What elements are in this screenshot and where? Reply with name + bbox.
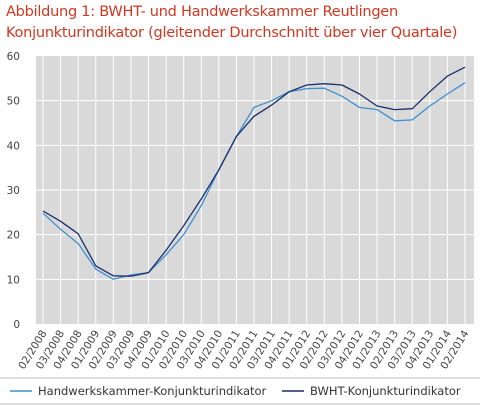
- y-tick-label: 40: [7, 140, 20, 152]
- series-line-2: [42, 66, 466, 277]
- y-tick-label: 30: [7, 185, 20, 197]
- y-tick-label: 60: [7, 51, 20, 63]
- x-axis-ticks: 02/200803/200804/200801/200902/200903/20…: [16, 328, 471, 372]
- chart-title-line-2: Konjunkturindikator (gleitender Durchsch…: [6, 25, 458, 41]
- chart-title-line-1: Abbildung 1: BWHT- und Handwerkskammer R…: [6, 4, 398, 20]
- legend: Handwerkskammer-Konjunkturindikator BWHT-…: [10, 384, 461, 398]
- y-tick-label: 50: [7, 96, 20, 108]
- series-lines: [42, 66, 466, 280]
- chart-title: Abbildung 1: BWHT- und Handwerkskammer R…: [6, 2, 476, 44]
- legend-label: BWHT-Konjunkturindikator: [310, 384, 461, 398]
- series-line-1: [42, 82, 466, 280]
- y-axis-ticks: 0 10 20 30 40 50 60: [7, 51, 20, 331]
- y-tick-label: 20: [7, 230, 20, 242]
- legend-label: Handwerkskammer-Konjunkturindikator: [38, 384, 267, 398]
- y-tick-label: 10: [7, 274, 20, 286]
- y-tick-label: 0: [13, 319, 20, 331]
